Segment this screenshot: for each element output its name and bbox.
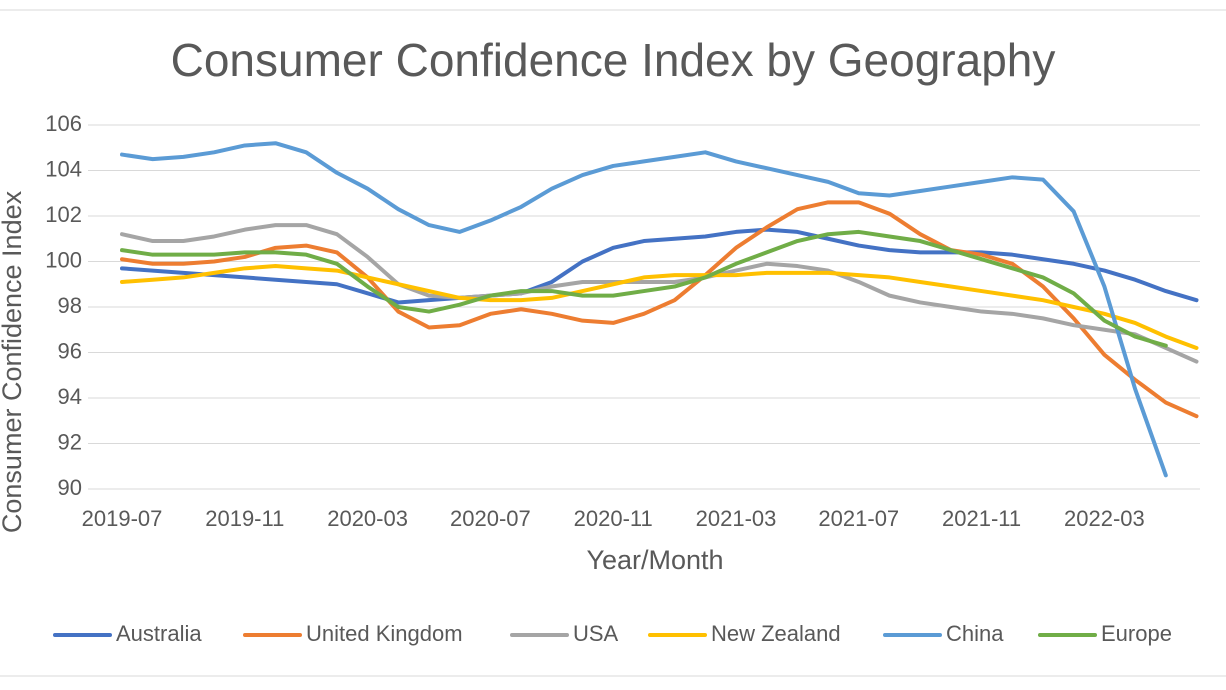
legend-label: USA: [573, 621, 619, 646]
x-tick-label: 2021-11: [942, 506, 1021, 531]
x-tick-label: 2019-07: [82, 506, 163, 531]
legend-label: China: [946, 621, 1004, 646]
series-line: [120, 229, 1168, 348]
y-tick-label: 104: [45, 156, 82, 181]
legend-label: United Kingdom: [306, 621, 463, 646]
series-line: [120, 223, 1199, 364]
y-axis-label: Consumer Confidence Index: [0, 190, 27, 533]
y-tick-label: 94: [58, 384, 82, 409]
x-tick-label: 2020-03: [327, 506, 408, 531]
series-line: [120, 227, 1199, 305]
y-tick-label: 96: [58, 338, 82, 363]
x-tick-label: 2020-11: [574, 506, 653, 531]
x-tick-label: 2019-11: [205, 506, 284, 531]
x-axis-label: Year/Month: [586, 545, 723, 575]
y-tick-label: 106: [45, 111, 82, 136]
series-line: [120, 264, 1199, 350]
x-tick-label: 2020-07: [450, 506, 531, 531]
x-tick-label: 2022-03: [1064, 506, 1145, 531]
y-tick-label: 92: [58, 429, 82, 454]
x-tick-label: 2021-07: [818, 506, 899, 531]
y-tick-label: 98: [58, 293, 82, 318]
x-tick-label: 2021-03: [696, 506, 777, 531]
legend-label: Australia: [116, 621, 202, 646]
series-line: [120, 200, 1199, 419]
series-line: [120, 141, 1168, 478]
y-tick-label: 100: [45, 247, 82, 272]
legend-label: New Zealand: [711, 621, 841, 646]
y-tick-label: 90: [58, 475, 82, 500]
legend-label: Europe: [1101, 621, 1172, 646]
chart-title: Consumer Confidence Index by Geography: [171, 34, 1056, 86]
y-tick-label: 102: [45, 202, 82, 227]
